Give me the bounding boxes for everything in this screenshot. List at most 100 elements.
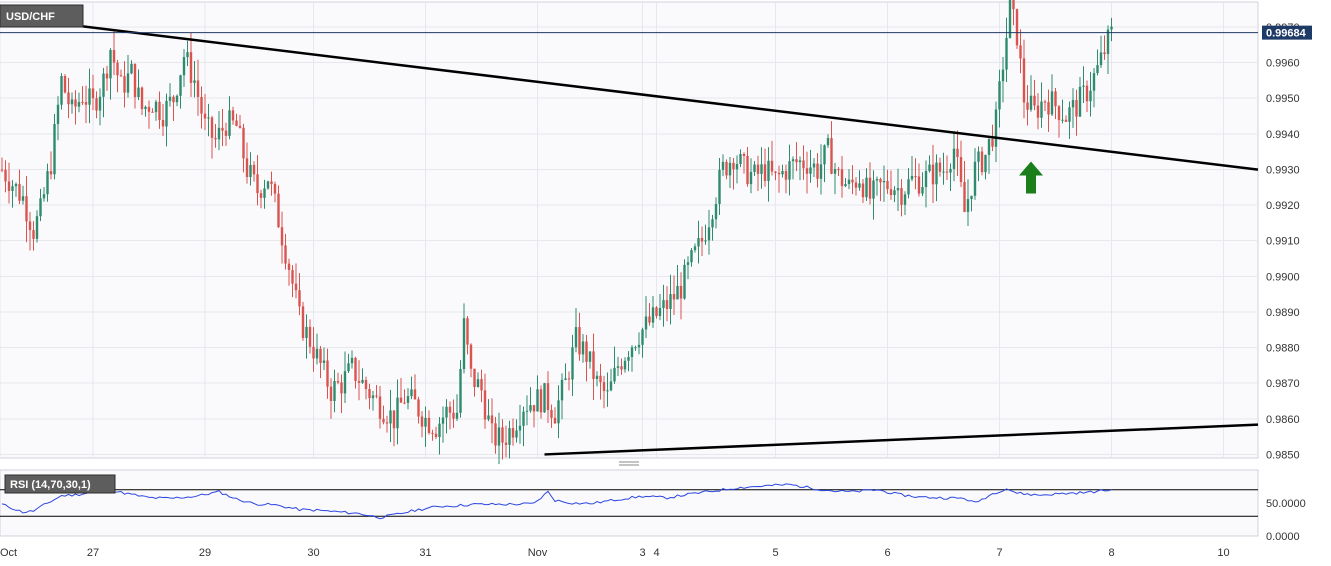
candle-up — [735, 164, 739, 170]
candle-down — [1015, 9, 1019, 46]
candle-down — [147, 106, 151, 112]
candle-up — [998, 81, 1001, 110]
candle-down — [585, 341, 588, 362]
candle-down — [959, 157, 963, 183]
rsi-axis: 50.0000 0.0000 — [1266, 498, 1306, 543]
candle-down — [851, 179, 854, 183]
candle-down — [368, 388, 371, 399]
candle-up — [144, 106, 147, 110]
candle-down — [375, 395, 378, 397]
candle-down — [158, 101, 161, 121]
candle-down — [553, 417, 557, 424]
price-tick-label: 0.9890 — [1266, 307, 1300, 319]
time-tick-label: 27 — [87, 547, 99, 559]
candle-down — [567, 378, 571, 380]
candle-down — [364, 379, 368, 389]
candle-down — [1103, 52, 1106, 55]
candle-down — [550, 409, 553, 418]
candle-down — [539, 389, 543, 413]
candle-up — [1005, 37, 1008, 70]
candle-up — [536, 389, 539, 412]
candle-up — [1040, 101, 1043, 118]
candle-up — [333, 381, 336, 402]
candle-up — [910, 176, 914, 180]
candle-up — [893, 190, 896, 196]
candle-up — [42, 194, 46, 199]
candle-down — [420, 416, 424, 427]
candle-down — [756, 164, 760, 174]
candle-down — [431, 432, 434, 434]
candle-down — [1047, 102, 1050, 115]
candle-down — [242, 127, 245, 159]
candle-down — [161, 120, 165, 127]
candle-down — [490, 415, 494, 424]
candle-down — [312, 346, 315, 359]
candle-down — [214, 137, 217, 140]
candle-up — [721, 161, 725, 170]
time-tick-label: 5 — [772, 547, 778, 559]
candle-up — [39, 198, 42, 217]
candle-up — [970, 195, 973, 200]
candle-down — [0, 169, 4, 171]
candle-up — [903, 194, 907, 205]
price-tick-label: 0.9880 — [1266, 343, 1300, 355]
rsi-line — [1, 483, 1112, 520]
candle-down — [116, 62, 119, 76]
candle-down — [95, 98, 98, 111]
price-panel — [0, 1, 1259, 459]
candle-up — [613, 367, 616, 382]
candle-down — [466, 318, 469, 345]
price-tick-label: 0.9930 — [1266, 164, 1300, 176]
candle-up — [371, 395, 375, 399]
candle-down — [385, 422, 389, 424]
candle-up — [609, 381, 613, 391]
candle-up — [641, 329, 644, 345]
candle-down — [784, 171, 788, 180]
candle-down — [329, 386, 333, 402]
last-price-badge — [1262, 25, 1312, 40]
candle-up — [767, 160, 770, 181]
candle-down — [140, 87, 144, 110]
candle-up — [739, 154, 742, 165]
candle-up — [77, 101, 81, 107]
candle-down — [830, 138, 833, 174]
time-tick-label: 4 — [653, 547, 659, 559]
candle-up — [1106, 29, 1110, 55]
candle-down — [434, 433, 438, 437]
time-tick-label: 30 — [307, 547, 319, 559]
candle-up — [760, 164, 763, 174]
candle-up — [1001, 69, 1005, 82]
candle-up — [588, 351, 592, 362]
candle-up — [977, 151, 980, 162]
candle-down — [224, 130, 228, 136]
candle-down — [112, 49, 116, 63]
candle-up — [389, 410, 392, 424]
candle-down — [861, 183, 865, 198]
up-arrow-shape — [1019, 161, 1043, 194]
candle-down — [1022, 58, 1026, 103]
candle-down — [648, 316, 651, 323]
support-trendline — [544, 423, 1259, 456]
candle-down — [602, 382, 606, 391]
candle-down — [427, 417, 431, 433]
candle-up — [322, 360, 326, 363]
candle-up — [70, 99, 74, 105]
candle-down — [763, 164, 767, 181]
candle-up — [109, 49, 112, 79]
candle-down — [546, 383, 550, 410]
candle-down — [1026, 102, 1029, 110]
price-tick-label: 0.9940 — [1266, 129, 1300, 141]
candle-down — [480, 379, 483, 391]
candle-up — [1071, 100, 1075, 108]
candle-up — [14, 183, 18, 187]
candle-down — [273, 183, 277, 194]
candle-up — [1068, 107, 1071, 122]
candle-down — [91, 88, 95, 99]
pane-resize-handle[interactable] — [619, 461, 639, 466]
candle-up — [928, 164, 931, 172]
candle-up — [11, 186, 14, 191]
candle-down — [679, 285, 683, 299]
candle-up — [1099, 52, 1103, 66]
price-tick-label: 0.9920 — [1266, 200, 1300, 212]
